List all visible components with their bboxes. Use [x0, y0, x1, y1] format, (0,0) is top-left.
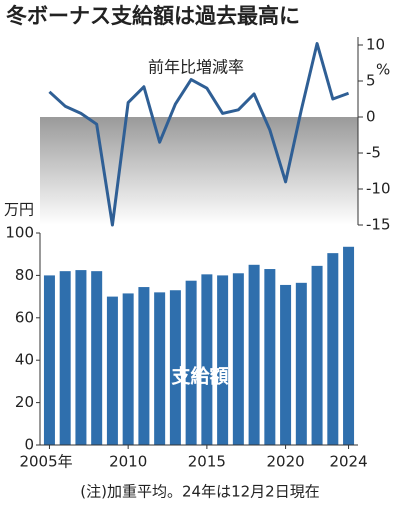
bar [264, 269, 276, 445]
bar [154, 292, 166, 445]
bar [75, 270, 87, 445]
bar [169, 290, 181, 445]
bar [91, 271, 103, 445]
y2-tick-label: -15 [366, 216, 391, 234]
y-tick-label: 40 [15, 351, 34, 369]
negative-shade [40, 117, 358, 225]
bar [311, 265, 323, 445]
bar [138, 287, 150, 445]
x-tick-label: 2015 [188, 453, 226, 471]
series-annotation: 前年比増減率 [148, 58, 244, 77]
y-tick-label: 20 [15, 393, 34, 411]
y2-tick-label: -5 [366, 144, 381, 162]
y-tick-label: 100 [5, 224, 34, 242]
chart-title: 冬ボーナス支給額は過去最高に [6, 4, 300, 28]
bar [43, 275, 55, 445]
series-label: 支給額 [170, 365, 228, 388]
bar [59, 271, 71, 445]
bar [232, 273, 244, 445]
y2-tick-label: 0 [366, 108, 376, 126]
x-tick-label: 2024 [329, 453, 367, 471]
x-tick-label: 2010 [109, 453, 147, 471]
x-tick-label: 2020 [266, 453, 304, 471]
y2-tick-label: -10 [366, 180, 391, 198]
y-tick-label: 0 [24, 436, 34, 454]
unit-label: % [376, 61, 390, 79]
line [48, 42, 350, 227]
bar [280, 284, 292, 445]
bar [248, 264, 260, 445]
bar [343, 246, 355, 445]
y-tick-label: 80 [15, 266, 34, 284]
y-tick-label: 60 [15, 308, 34, 326]
y-axis-label: 万円 [4, 201, 34, 219]
bar [106, 296, 118, 445]
bar [122, 293, 134, 445]
bar [185, 280, 197, 445]
bar [295, 282, 307, 445]
bar [327, 253, 339, 445]
y2-tick-label: 5 [366, 72, 376, 90]
bar [201, 274, 213, 445]
y2-tick-label: 10 [366, 36, 385, 54]
bar [217, 275, 229, 445]
note: (注)加重平均。24年は12月2日現在 [80, 483, 319, 501]
x-tick-label: 2005年 [19, 453, 72, 471]
